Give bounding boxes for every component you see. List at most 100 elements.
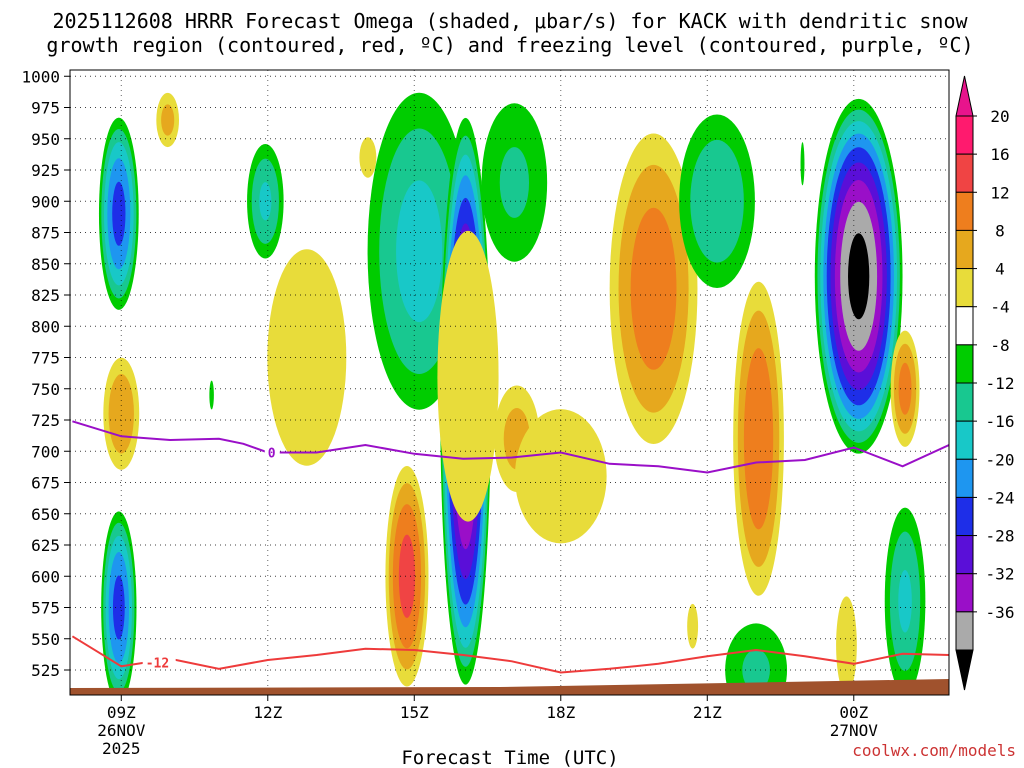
x-tick-label: 18Z [546,703,575,722]
y-tick-label: 725 [31,411,60,430]
colorbar-bottom-arrow [955,649,974,691]
omega-cell [101,511,137,695]
chart-title-line2: growth region (contoured, red, ºC) and f… [46,33,973,57]
colorbar-label: 16 [990,145,1009,164]
omega-contour-pos4 [687,603,699,649]
omega-cell [385,466,429,687]
y-axis: 525 550 575 600 625 650 675 700 725 750 775 800 825 8… [21,67,70,680]
plot-area: -12 0 [70,70,949,695]
omega-cell [836,596,857,694]
omega-cell [156,92,180,148]
colorbar-label: 4 [995,260,1005,279]
x-tick-label: 21Z [693,703,722,722]
colorbar-label: -20 [986,450,1015,469]
omega-contour-neg20 [112,575,125,640]
y-tick-label: 700 [31,442,60,461]
colorbar: 20 16 12 8 4 -4 -8 -12 -16 -20 -24 -28 -32 -36 [955,75,1015,691]
colorbar-label: -8 [990,336,1009,355]
omega-contour-pos4 [359,137,377,178]
colorbar-label: -28 [986,527,1015,546]
x-tick-label: 12Z [253,703,282,722]
y-tick-label: 575 [31,599,60,618]
y-tick-label: 525 [31,661,60,680]
omega-contour-neg8 [499,147,530,218]
contours: -12 0 [71,420,949,674]
y-tick-label: 825 [31,286,60,305]
omega-contour-neg36 [848,233,870,320]
omega-contour-pos4 [836,596,857,694]
y-tick-label: 750 [31,380,60,399]
y-tick-label: 925 [31,161,60,180]
colorbar-label: 8 [995,221,1005,240]
omega-cell [609,133,698,444]
omega-cell [437,230,499,522]
freezing-level-contour [72,420,949,474]
x-axis-label: Forecast Time (UTC) [401,747,618,768]
y-tick-label: 975 [31,99,60,118]
grid [70,70,949,695]
colorbar-swatch [955,496,974,537]
y-tick-label: 900 [31,192,60,211]
omega-cell [800,142,805,186]
x-tick-label: 00Z [839,703,868,722]
y-tick-label: 800 [31,317,60,336]
omega-cell [98,117,139,310]
y-tick-label: 1000 [21,67,60,86]
colorbar-label: -24 [986,488,1015,507]
chart-title-line1: 2025112608 HRRR Forecast Omega (shaded, … [52,9,968,33]
y-tick-label: 775 [31,349,60,368]
colorbar-swatch [955,229,974,270]
omega-contour-neg8 [742,649,770,691]
colorbar-label: -16 [986,412,1015,431]
omega-contour-pos4 [437,230,499,522]
omega-cell [725,623,788,695]
x-tick-date: 26NOV [97,721,146,740]
colorbar-label: 12 [990,183,1009,202]
colorbar-label: -12 [986,374,1015,393]
y-tick-label: 650 [31,505,60,524]
x-tick-label: 09Z [107,703,136,722]
dgz-contour-label-bg [142,654,176,669]
y-tick-label: 675 [31,474,60,493]
colorbar-label: 20 [990,107,1009,126]
freezing-level-contour-label: 0 [268,447,276,462]
omega-cell [733,281,784,596]
omega-contour-pos4 [267,249,347,466]
colorbar-swatch [955,115,974,155]
colorbar-swatch [955,611,974,651]
omega-contour-neg12 [396,180,443,323]
omega-cell [359,137,377,178]
colorbar-swatch [955,268,974,308]
colorbar-label: -4 [990,298,1009,317]
y-tick-label: 850 [31,255,60,274]
omega-shading [98,92,926,695]
dgz-contour-label: -12 [146,657,169,672]
omega-contour-neg8 [690,139,744,263]
omega-cell [687,603,699,649]
omega-cell [267,249,347,466]
y-tick-label: 950 [31,130,60,149]
omega-contour-neg4 [209,380,214,410]
y-tick-label: 600 [31,567,60,586]
y-tick-label: 550 [31,630,60,649]
omega-cell [481,103,548,262]
omega-cell [814,98,903,454]
colorbar-label: -32 [986,565,1015,584]
colorbar-swatch [955,344,974,384]
colorbar-swatch [955,458,974,498]
omega-contour-pos4 [514,409,607,544]
omega-contour-pos12 [743,348,774,530]
omega-contour-pos8 [161,104,175,136]
omega-cell [103,357,140,470]
omega-contour-pos12 [630,207,677,370]
colorbar-swatch [955,573,974,613]
omega-contour-neg12 [898,570,912,633]
colorbar-swatch [955,382,974,422]
y-tick-label: 875 [31,224,60,243]
x-tick-date: 27NOV [830,721,879,740]
colorbar-swatch [955,420,974,460]
colorbar-label: -36 [986,603,1015,622]
